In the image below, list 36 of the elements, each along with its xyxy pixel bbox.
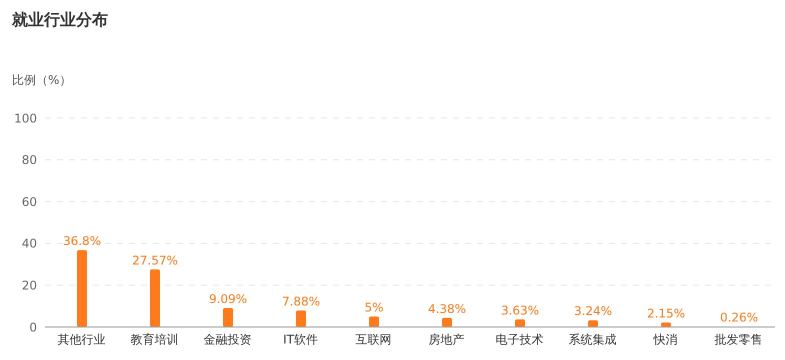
bar [588,320,598,327]
bar [223,308,233,327]
data-label: 2.15% [646,306,686,321]
data-label: 7.88% [282,294,320,309]
y-tick-label: 60 [22,194,37,209]
chart-title: 就业行业分布 [12,10,108,31]
bar [442,318,452,327]
data-label: 9.09% [208,292,248,306]
x-tick-label: 电子技术 [496,332,544,347]
y-tick-label: 40 [22,236,37,251]
bar [369,316,379,327]
x-tick-label: 房地产 [428,332,464,347]
data-label: 5% [364,300,384,315]
data-label: 36.8% [62,234,102,248]
y-tick-label: 100 [14,111,37,126]
data-label: 3.63% [500,303,540,318]
y-tick-label: 0 [29,320,37,334]
bar [150,269,160,327]
x-tick-label: IT软件 [283,332,318,347]
data-label: 4.38% [428,302,466,316]
x-tick-label: 其他行业 [58,332,106,347]
bar [296,310,306,327]
x-tick-label: 快消 [652,332,678,347]
data-label: 3.24% [574,304,612,318]
y-tick-label: 20 [22,278,37,292]
y-tick-label: 80 [22,153,37,168]
data-label: 27.57% [132,253,178,268]
y-axis-title: 比例（%） [12,72,72,89]
bar [77,250,87,327]
bar [515,319,525,327]
x-tick-label: 系统集成 [568,332,616,347]
data-label: 0.26% [720,310,758,324]
x-tick-label: 金融投资 [204,332,252,347]
x-tick-label: 批发零售 [714,332,762,347]
x-tick-label: 教育培训 [130,332,178,347]
x-tick-label: 互联网 [356,332,392,347]
